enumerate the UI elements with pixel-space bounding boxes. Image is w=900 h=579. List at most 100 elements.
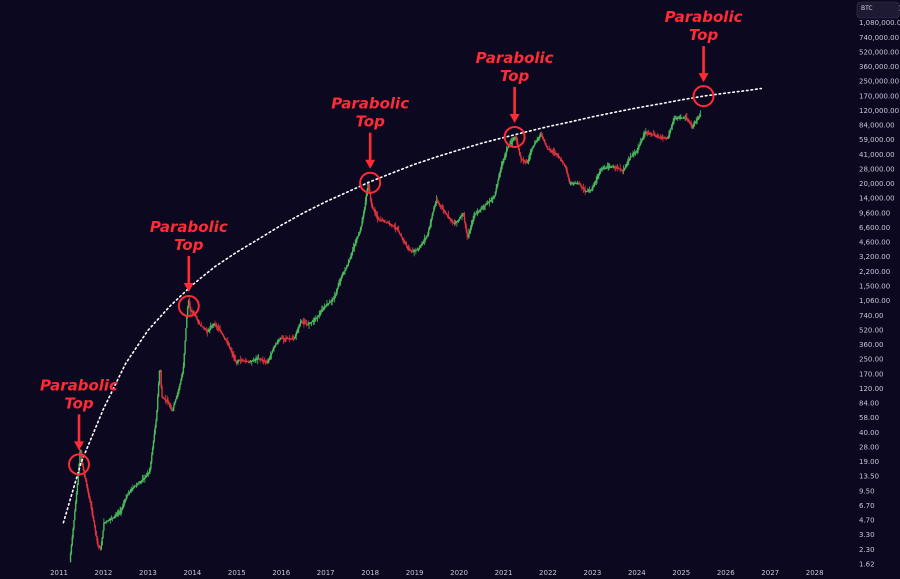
candle-body <box>550 150 552 152</box>
candle-body <box>545 145 548 148</box>
candle-body <box>587 190 589 192</box>
candle-body <box>614 166 616 168</box>
candle-body <box>579 183 581 185</box>
candle-body <box>252 360 255 362</box>
candle-body <box>535 140 538 143</box>
candle-body <box>681 117 684 119</box>
candle-body <box>413 251 415 252</box>
candle-body <box>240 360 243 362</box>
candle-body <box>398 232 401 234</box>
candle-body <box>201 325 203 327</box>
candle-body <box>417 248 420 250</box>
candle-body <box>380 220 383 222</box>
candle-body <box>463 213 465 217</box>
candle-body <box>316 317 318 319</box>
time-axis[interactable]: 2011 2012 2013 2014 2015 2016 2017 2018 2019 2020… <box>50 569 823 577</box>
candle-body <box>690 124 692 126</box>
candle-body <box>581 186 584 189</box>
candle-body <box>314 319 316 321</box>
candle-body <box>577 182 580 184</box>
candle-body <box>131 488 133 491</box>
candle-body <box>580 184 582 186</box>
candle-body <box>499 169 502 173</box>
candle-body <box>698 116 701 118</box>
candle-body <box>668 134 670 137</box>
candle-body <box>481 207 484 209</box>
candle-body <box>248 361 250 363</box>
parabolic-top-arrow-head <box>365 159 376 169</box>
candle-body <box>95 531 97 537</box>
candle-body <box>515 136 517 138</box>
candle-body <box>371 203 373 208</box>
candle-body <box>463 216 466 222</box>
candle-body <box>629 157 632 159</box>
candle-body <box>622 170 624 172</box>
candle-body <box>401 236 403 239</box>
candle-body <box>676 118 679 119</box>
candle-body <box>237 360 239 363</box>
candle-body <box>576 182 579 184</box>
candle-body <box>628 159 630 162</box>
candle-body <box>168 404 171 407</box>
candle-body <box>266 362 268 363</box>
candle-body <box>618 168 621 170</box>
candle-body <box>152 441 155 449</box>
candle-body <box>139 481 142 483</box>
candle-body <box>518 148 521 153</box>
candle-body <box>483 206 485 207</box>
candle-body <box>640 142 642 145</box>
annotations-layer: ParabolicTopParabolicTopParabolicTopPara… <box>40 8 743 476</box>
candle-body <box>464 221 467 227</box>
candle-body <box>260 359 262 361</box>
y-tick-label: 20,000.00 <box>859 180 895 188</box>
candle-body <box>433 205 436 209</box>
candle-body <box>145 475 148 477</box>
y-tick-label: 6,600.00 <box>859 224 890 232</box>
candle-body <box>439 205 442 207</box>
candle-body <box>500 166 503 170</box>
candle-body <box>540 134 543 136</box>
candle-body <box>665 137 668 139</box>
candle-body <box>299 322 302 325</box>
candle-body <box>570 183 573 185</box>
candle-body <box>451 219 453 222</box>
x-tick-label: 2018 <box>361 569 379 577</box>
candle-body <box>135 484 138 486</box>
candle-body <box>249 361 251 363</box>
candle-body <box>155 420 157 428</box>
candle-body <box>91 506 93 512</box>
candle-body <box>227 343 230 346</box>
candle-body <box>320 311 322 314</box>
candle-body <box>184 340 186 354</box>
y-tick-label: 250.00 <box>859 356 884 364</box>
candle-body <box>181 373 184 377</box>
candle-body <box>172 407 174 411</box>
candle-body <box>164 399 167 401</box>
candle-body <box>533 145 535 147</box>
candle-body <box>99 547 102 550</box>
candle-body <box>384 221 386 223</box>
candle-body <box>646 132 649 134</box>
candle-body <box>404 243 407 245</box>
candle-body <box>425 237 427 239</box>
candle-body <box>598 171 601 174</box>
candle-body <box>229 347 232 350</box>
candle-body <box>613 166 615 168</box>
candle-body <box>634 153 636 155</box>
y-tick-label: 1,080,000.00 <box>859 19 900 27</box>
y-tick-label: 41,000.00 <box>859 151 895 159</box>
candle-body <box>154 427 156 435</box>
candle-body <box>355 240 357 244</box>
candle-body <box>557 154 559 156</box>
candle-body <box>661 137 663 139</box>
candle-body <box>103 522 105 531</box>
y-tick-label: 28,000.00 <box>859 165 895 173</box>
candle-body <box>104 521 107 523</box>
candle-body <box>389 223 391 225</box>
candle-body <box>415 250 417 252</box>
candle-body <box>87 490 90 495</box>
candle-body <box>214 323 216 325</box>
candle-body <box>399 233 402 236</box>
candle-body <box>191 311 193 312</box>
